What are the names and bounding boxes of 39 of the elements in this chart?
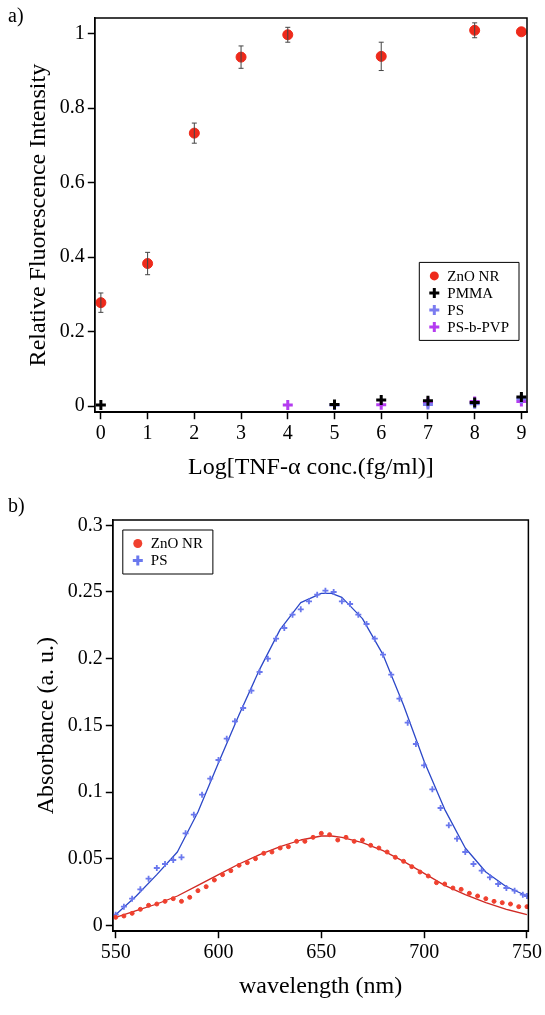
legend-label: PMMA <box>447 284 494 301</box>
y-tick-label: 0.4 <box>59 244 85 267</box>
x-tick-label: 700 <box>409 940 440 963</box>
y-tick-label: 0.25 <box>67 579 103 602</box>
legend-label: ZnO NR <box>447 267 500 284</box>
y-tick-label: 0.8 <box>59 95 85 118</box>
x-tick-label: 750 <box>511 940 542 963</box>
y-axis-title: Absorbance (a. u.) <box>31 636 58 815</box>
legend-label: PS-b-PVP <box>447 318 510 335</box>
x-axis-title: wavelength (nm) <box>238 971 403 998</box>
x-tick-label: 1 <box>142 421 153 444</box>
chart-title: b) <box>8 494 25 517</box>
x-axis-title: Log[TNF-α conc.(fg/ml)] <box>187 452 434 479</box>
y-tick-label: 0 <box>92 912 103 935</box>
x-tick-label: 4 <box>282 421 293 444</box>
x-tick-label: 9 <box>516 421 527 444</box>
legend-label: PS <box>447 301 464 318</box>
y-tick-label: 0.15 <box>67 712 103 735</box>
y-axis-title: Relative Fluorescence Intensity <box>23 63 50 367</box>
x-tick-label: 7 <box>422 421 433 444</box>
x-tick-label: 650 <box>306 940 337 963</box>
y-tick-label: 0.6 <box>59 169 85 192</box>
y-tick-label: 0.1 <box>77 779 103 802</box>
x-tick-label: 8 <box>469 421 480 444</box>
legend-label: PS <box>150 552 168 569</box>
y-tick-label: 0.2 <box>59 318 85 341</box>
y-tick-label: 0 <box>74 393 85 416</box>
x-tick-label: 550 <box>100 940 131 963</box>
x-tick-label: 2 <box>189 421 200 444</box>
y-tick-label: 0.2 <box>77 645 103 668</box>
x-tick-label: 3 <box>236 421 247 444</box>
chart-title: a) <box>8 4 24 27</box>
y-tick-label: 1 <box>74 20 85 43</box>
x-tick-label: 6 <box>376 421 387 444</box>
x-tick-label: 5 <box>329 421 340 444</box>
y-tick-label: 0.3 <box>77 512 103 535</box>
y-tick-label: 0.05 <box>67 845 103 868</box>
legend-label: ZnO NR <box>150 535 203 552</box>
x-tick-label: 600 <box>203 940 234 963</box>
